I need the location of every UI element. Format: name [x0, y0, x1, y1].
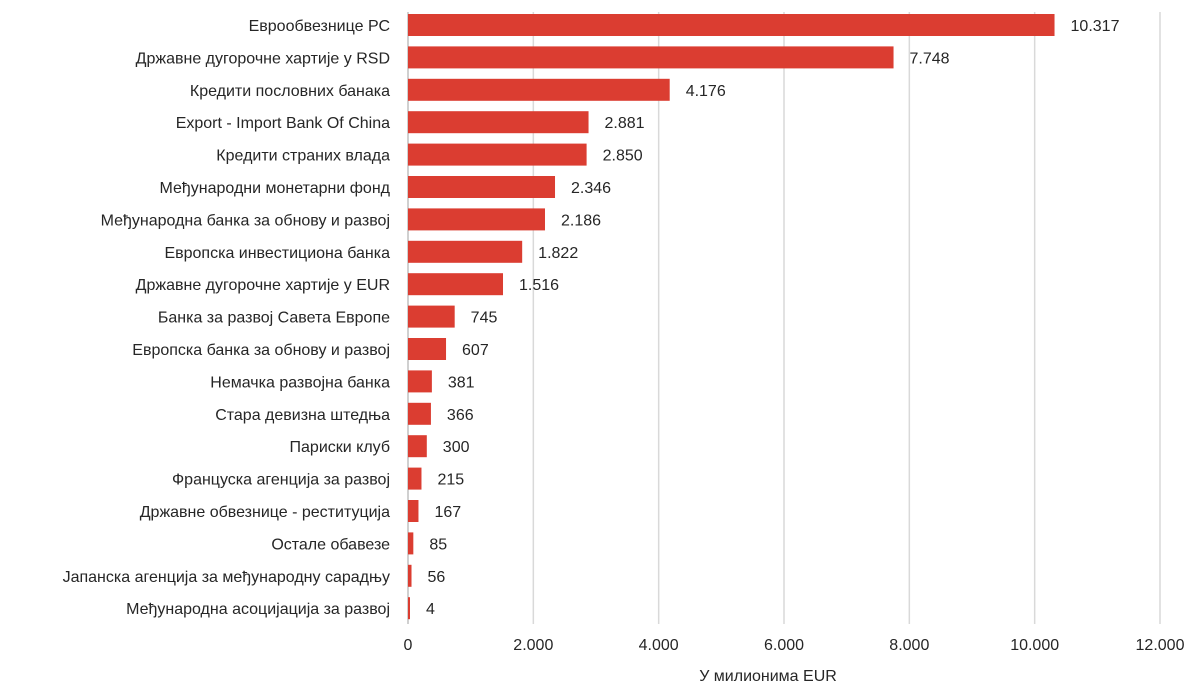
category-label: Банка за развој Савета Европе — [158, 310, 390, 327]
bar — [408, 111, 589, 134]
data-label: 1.822 — [538, 245, 578, 262]
bar — [408, 46, 894, 69]
data-label: 2.881 — [605, 115, 645, 132]
data-label: 56 — [428, 569, 446, 586]
category-label: Европска банка за обнову и развој — [132, 342, 390, 359]
category-label: Јапанска агенција за међународну сарадњу — [63, 569, 390, 586]
category-label: Међународни монетарни фонд — [159, 180, 390, 197]
data-label: 2.850 — [603, 148, 643, 165]
data-label: 10.317 — [1071, 18, 1120, 35]
category-label: Међународна асоцијација за развој — [126, 601, 390, 618]
bar — [408, 208, 545, 231]
bar — [408, 435, 427, 458]
bar — [408, 14, 1055, 36]
data-label: 2.346 — [571, 180, 611, 197]
category-label: Export - Import Bank Of China — [176, 115, 390, 132]
x-tick-label: 6.000 — [764, 637, 804, 654]
bar — [408, 532, 414, 555]
bar — [408, 143, 587, 166]
category-label: Државне дугорочне хартије у EUR — [136, 277, 390, 294]
category-label: Међународна банка за обнову и развој — [101, 212, 390, 229]
data-label: 381 — [448, 374, 475, 391]
category-label: Париски клуб — [290, 439, 390, 456]
bar — [408, 273, 504, 296]
category-label: Еврообвезнице РС — [249, 18, 390, 35]
x-tick-label: 10.000 — [1010, 637, 1059, 654]
data-label: 7.748 — [910, 50, 950, 67]
data-label: 745 — [471, 310, 498, 327]
category-label: Стара девизна штедња — [215, 407, 390, 424]
bar — [408, 467, 422, 490]
data-label: 607 — [462, 342, 489, 359]
x-axis-title: У милионима EUR — [699, 668, 837, 685]
data-label: 366 — [447, 407, 474, 424]
x-tick-label: 0 — [404, 637, 413, 654]
x-tick-label: 12.000 — [1136, 637, 1185, 654]
data-label: 4.176 — [686, 83, 726, 100]
bar — [408, 305, 455, 328]
bar — [408, 564, 412, 587]
bar — [408, 78, 670, 101]
bar — [408, 597, 410, 620]
bar — [408, 338, 447, 360]
category-label: Европска инвестициона банка — [164, 245, 390, 262]
data-label: 1.516 — [519, 277, 559, 294]
x-tick-labels: 0 2.000 4.000 6.000 8.000 10.000 12.000 — [404, 637, 1185, 654]
bar — [408, 370, 432, 393]
category-label: Немачка развојна банка — [210, 374, 390, 391]
category-label: Остале обавезе — [271, 536, 390, 553]
x-tick-label: 8.000 — [889, 637, 929, 654]
data-label: 4 — [426, 601, 435, 618]
category-label: Државне обвезнице - реституција — [140, 504, 390, 521]
bars — [408, 14, 1055, 620]
x-tick-label: 2.000 — [513, 637, 553, 654]
x-tick-label: 4.000 — [639, 637, 679, 654]
data-label: 300 — [443, 439, 470, 456]
category-label: Кредити пословних банака — [190, 83, 390, 100]
data-label: 2.186 — [561, 212, 601, 229]
bar — [408, 240, 523, 263]
category-labels: Еврообвезнице РС Државне дугорочне хартиј… — [63, 18, 391, 618]
gridlines — [407, 12, 1161, 624]
data-label: 85 — [429, 536, 447, 553]
category-label: Кредити страних влада — [216, 148, 390, 165]
category-label: Француска агенција за развој — [172, 472, 390, 489]
bar — [408, 176, 556, 198]
category-label: Државне дугорочне хартије у RSD — [136, 50, 390, 67]
value-labels: 10.317 7.748 4.176 2.881 2.850 2.346 2.186 1.82… — [426, 18, 1120, 618]
data-label: 167 — [434, 504, 461, 521]
bar — [408, 500, 419, 522]
data-label: 215 — [437, 472, 464, 489]
bar — [408, 402, 431, 425]
